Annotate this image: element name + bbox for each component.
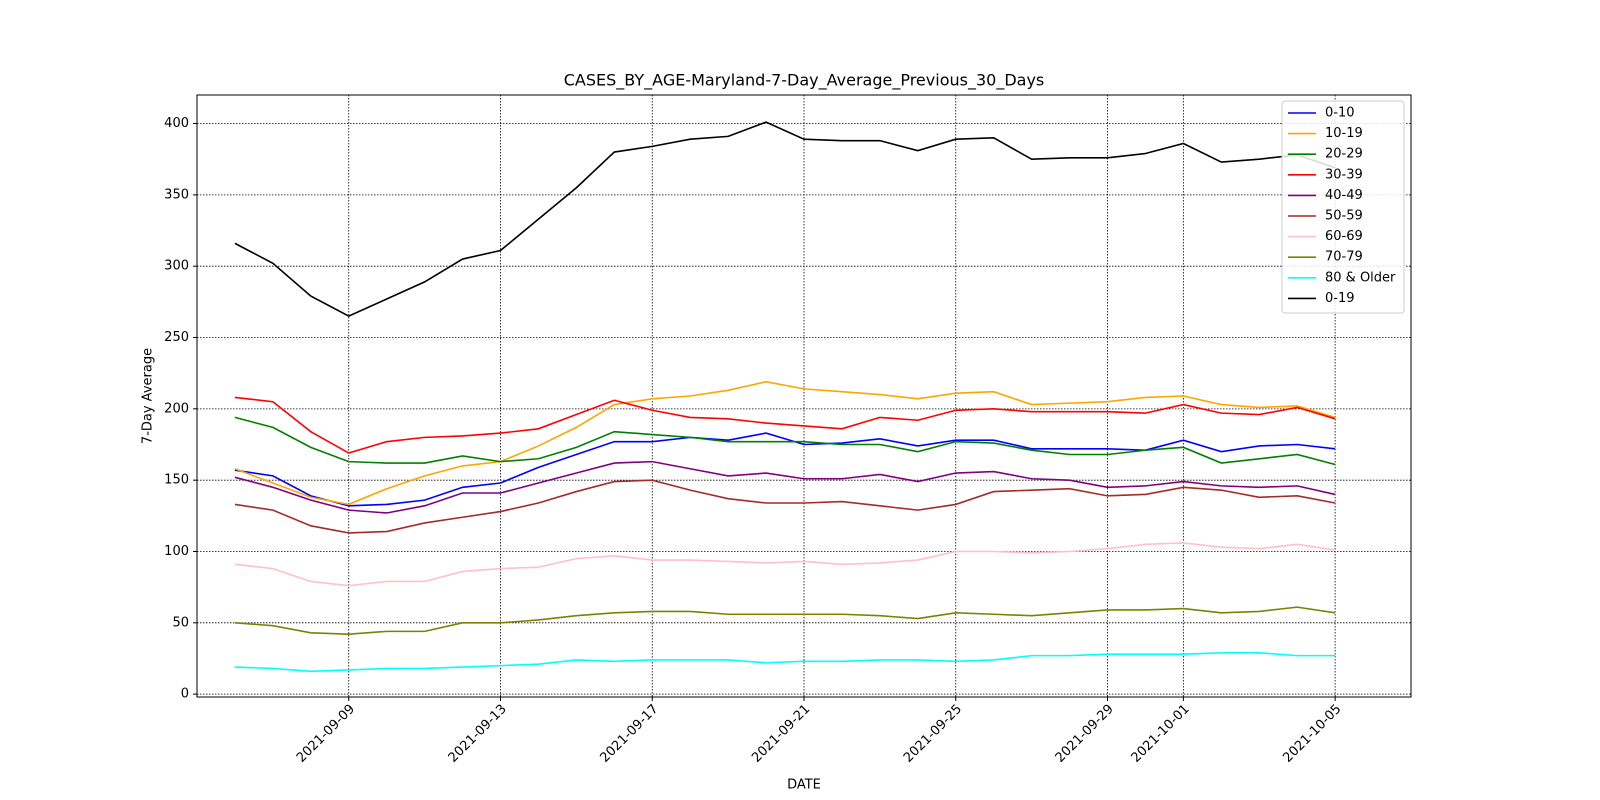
- legend-label: 40-49: [1325, 188, 1363, 203]
- legend-label: 20-29: [1325, 147, 1363, 162]
- legend-label: 30-39: [1325, 167, 1363, 182]
- x-tick-label: 2021-09-29: [1053, 702, 1117, 766]
- x-tick-label: 2021-09-21: [749, 702, 813, 766]
- plot-frame: [196, 94, 1412, 698]
- y-tick-label: 350: [164, 187, 189, 202]
- y-tick-label: 250: [164, 330, 189, 345]
- series-line: [234, 380, 1336, 506]
- legend-label: 80 & Older: [1325, 270, 1396, 285]
- x-tick-label: 2021-09-25: [901, 702, 965, 766]
- x-axis-label: DATE: [787, 778, 821, 793]
- y-axis-label: 7-Day Average: [141, 348, 156, 444]
- legend-label: 70-79: [1325, 250, 1363, 265]
- series-line: [234, 606, 1336, 636]
- legend-label: 0-19: [1325, 291, 1355, 306]
- legend-label: 60-69: [1325, 229, 1363, 244]
- y-tick-label: 150: [164, 473, 189, 488]
- x-tick-label: 2021-10-01: [1129, 702, 1193, 766]
- y-tick-label: 100: [164, 544, 189, 559]
- y-tick-label: 400: [164, 116, 189, 131]
- series-line: [234, 542, 1336, 587]
- y-tick-label: 300: [164, 259, 189, 274]
- series-line: [234, 432, 1336, 507]
- x-tick-label: 2021-09-17: [598, 702, 662, 766]
- chart-title: CASES_BY_AGE-Maryland-7-Day_Average_Prev…: [564, 71, 1045, 91]
- series-line: [234, 651, 1336, 673]
- y-tick-label: 0: [181, 687, 189, 702]
- series-line: [234, 396, 1336, 454]
- legend-label: 10-19: [1325, 126, 1363, 141]
- y-tick-label: 50: [172, 615, 189, 630]
- x-tick-label: 2021-09-13: [446, 702, 510, 766]
- y-tick-label: 200: [164, 401, 189, 416]
- series-line: [234, 479, 1336, 534]
- series-line: [234, 416, 1336, 466]
- x-tick-label: 2021-10-05: [1280, 702, 1344, 766]
- legend-label: 50-59: [1325, 209, 1363, 224]
- series-line: [234, 460, 1336, 514]
- legend-label: 0-10: [1325, 106, 1355, 121]
- series-line: [234, 121, 1336, 317]
- x-tick-label: 2021-09-09: [294, 702, 358, 766]
